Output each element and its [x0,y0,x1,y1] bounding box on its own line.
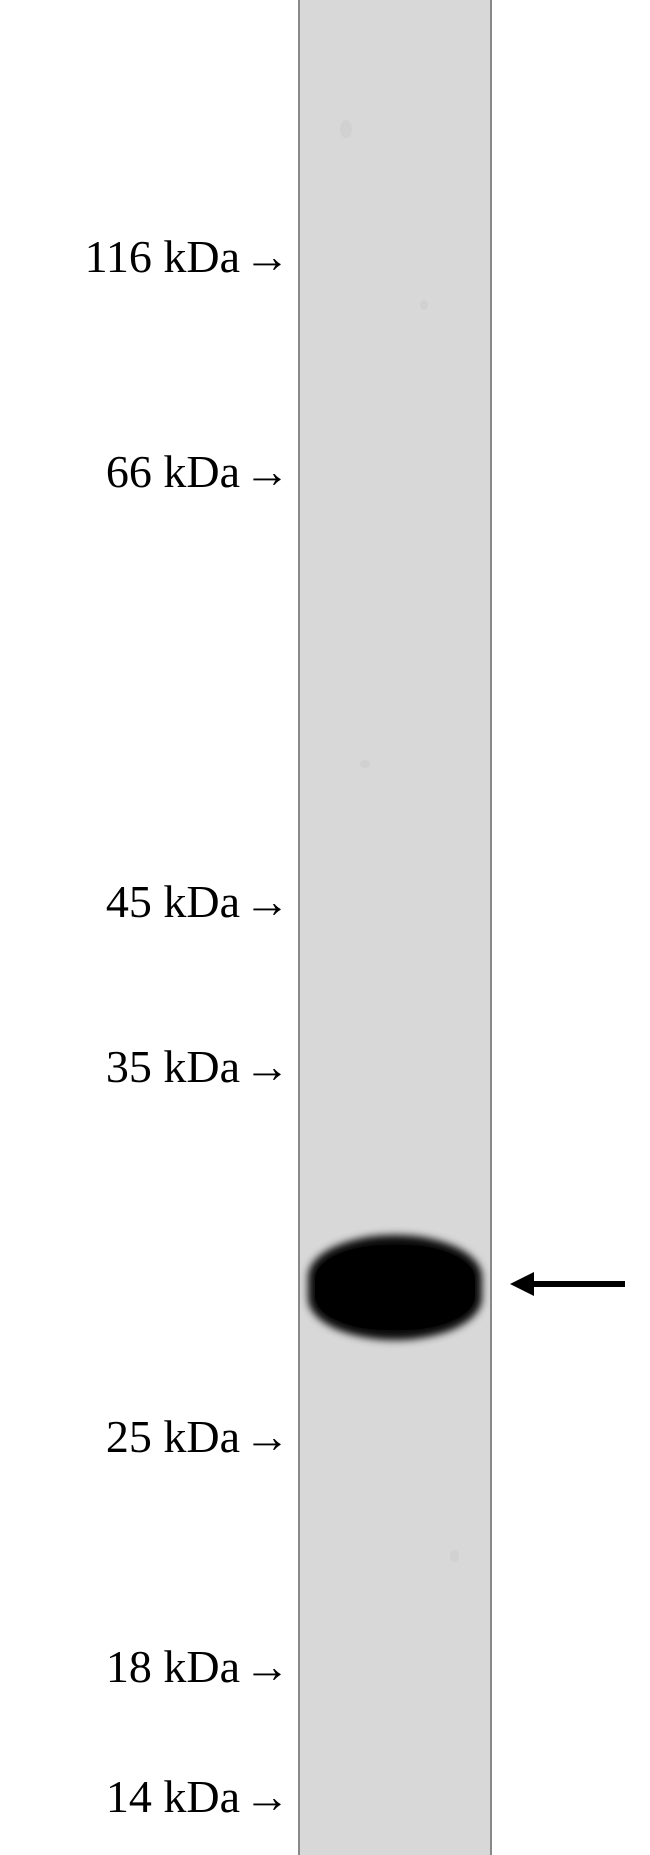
marker-35kda: 35 kDa→ [106,1040,290,1093]
marker-arrow-icon: → [244,875,290,928]
blot-lane [300,0,490,1855]
marker-arrow-icon: → [244,1640,290,1693]
marker-label-text: 35 kDa [106,1041,240,1092]
marker-label-text: 45 kDa [106,876,240,927]
marker-label-text: 25 kDa [106,1411,240,1462]
band-indicator-arrow-icon [510,1255,630,1324]
marker-label-text: 14 kDa [106,1771,240,1822]
marker-25kda: 25 kDa→ [106,1410,290,1463]
marker-arrow-icon: → [244,230,290,283]
western-blot-figure: WWW.PTGLAB.COM 116 kDa→ 66 kDa→ 45 kDa→ … [0,0,650,1855]
marker-arrow-icon: → [244,445,290,498]
marker-label-text: 66 kDa [106,446,240,497]
marker-arrow-icon: → [244,1410,290,1463]
lane-border-left [298,0,300,1855]
protein-band-core [315,1245,475,1330]
marker-116kda: 116 kDa→ [85,230,290,283]
lane-noise [450,1550,459,1562]
lane-border-right [490,0,492,1855]
marker-45kda: 45 kDa→ [106,875,290,928]
marker-14kda: 14 kDa→ [106,1770,290,1823]
marker-18kda: 18 kDa→ [106,1640,290,1693]
marker-66kda: 66 kDa→ [106,445,290,498]
marker-label-text: 18 kDa [106,1641,240,1692]
lane-noise [340,120,352,138]
marker-arrow-icon: → [244,1770,290,1823]
marker-arrow-icon: → [244,1040,290,1093]
lane-noise [360,760,370,768]
marker-label-text: 116 kDa [85,231,240,282]
lane-noise [420,300,428,310]
